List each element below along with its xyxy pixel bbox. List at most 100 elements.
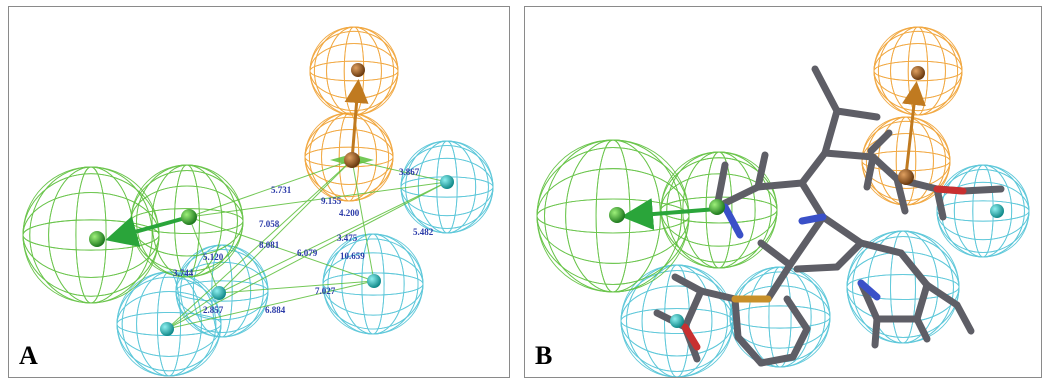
mesh-latitude <box>175 249 269 333</box>
aromatic-sphere-right <box>936 164 1030 258</box>
distance-label: 3.475 <box>337 233 358 243</box>
green-sphere-icon <box>181 209 197 225</box>
nitrogen-bond <box>857 279 881 301</box>
distance-line <box>188 159 353 218</box>
bond <box>953 301 975 335</box>
orange-sphere-icon <box>898 169 914 185</box>
cyan-sphere-icon <box>440 175 454 189</box>
distance-line <box>351 159 375 282</box>
distance-line <box>166 292 220 330</box>
panel-a: 5.731 9.155 7.058 4.200 3.867 3.475 8.081 6.079… <box>8 6 510 378</box>
green-sphere-icon <box>709 199 725 215</box>
orange-sphere-icon <box>344 152 360 168</box>
mesh-longitude <box>878 116 934 206</box>
bond <box>681 287 705 331</box>
bond <box>871 315 881 349</box>
bond <box>754 179 806 191</box>
bond <box>857 239 905 257</box>
mesh-longitude <box>308 112 390 202</box>
distance-label: 5.731 <box>271 185 292 195</box>
bond <box>933 185 947 221</box>
bond <box>731 295 742 341</box>
distance-label: 4.200 <box>339 208 360 218</box>
hydrophobic-sphere-left <box>536 139 690 293</box>
mesh-latitude <box>873 30 963 112</box>
mesh-longitude <box>29 166 153 304</box>
orange-sphere-icon <box>351 63 365 77</box>
mesh-longitude <box>405 140 489 234</box>
bond <box>798 149 829 187</box>
mesh-longitude <box>626 264 728 377</box>
bond <box>764 261 794 303</box>
distance-label: 8.081 <box>259 240 280 250</box>
mesh-latitude <box>309 30 399 112</box>
mesh-longitude <box>852 230 954 344</box>
ligand-overlay-diagram <box>536 26 1030 377</box>
mesh-latitude <box>846 236 960 338</box>
distance-line <box>218 181 448 294</box>
bond <box>821 107 841 157</box>
mesh-longitude <box>313 26 395 116</box>
bond <box>786 213 827 269</box>
bond <box>893 175 909 215</box>
acceptor-vector-arrow <box>902 81 926 176</box>
mesh-longitude <box>877 26 959 116</box>
mesh-longitude <box>666 151 772 269</box>
bond <box>833 239 865 271</box>
bond <box>869 153 901 183</box>
cyan-sphere-icon <box>212 286 226 300</box>
bond <box>863 153 877 191</box>
mesh-longitude <box>544 139 682 293</box>
distance-line <box>188 216 375 282</box>
mesh-outline <box>936 164 1030 258</box>
distance-label: 5.482 <box>413 227 434 237</box>
distance-label: 6.079 <box>297 248 318 258</box>
bond <box>697 287 739 303</box>
nitrogen-bond <box>721 203 744 239</box>
heteroatom-bonds <box>681 185 967 351</box>
cyan-sphere-icon <box>367 274 381 288</box>
bond <box>913 281 931 323</box>
distance-line <box>166 280 375 330</box>
distance-lines <box>166 159 448 330</box>
bond <box>793 263 841 273</box>
hydrophobic-sphere-left <box>22 166 160 304</box>
distance-line <box>166 181 448 330</box>
bond <box>923 281 961 309</box>
bond <box>959 185 1005 195</box>
mesh-latitude <box>620 270 734 372</box>
mesh-latitude <box>536 147 690 285</box>
distance-line <box>166 159 353 330</box>
mesh-latitude <box>116 276 222 372</box>
bond <box>833 107 881 121</box>
distance-label: 5.120 <box>203 252 224 262</box>
mesh-longitude <box>327 233 419 335</box>
bond <box>757 239 794 269</box>
cyan-sphere-icon <box>990 204 1004 218</box>
mesh-latitude <box>304 116 394 198</box>
cyan-sphere-icon <box>160 322 174 336</box>
distance-line <box>188 216 220 294</box>
bond <box>913 315 931 343</box>
distance-line <box>218 280 375 294</box>
pharmacophore-model-diagram: 5.731 9.155 7.058 4.200 3.867 3.475 8.081 6.079… <box>22 26 494 377</box>
bond <box>897 249 931 289</box>
aromatic-sphere-bottom-left <box>116 271 222 377</box>
bond <box>783 295 811 333</box>
oxygen-bond <box>681 323 701 351</box>
distance-label: 3.744 <box>173 268 194 278</box>
green-sphere-icon <box>609 207 625 223</box>
hydrophobic-vector-arrow <box>621 198 718 231</box>
distance-label: 3.867 <box>399 167 420 177</box>
distance-label: 7.058 <box>259 219 280 229</box>
mesh-latitude <box>22 173 160 297</box>
distance-label: 2.857 <box>203 305 224 315</box>
nitrogen-bond <box>798 213 827 225</box>
acceptor-projection-sphere <box>873 26 963 116</box>
hydrophobic-vector-arrow <box>105 215 190 248</box>
bond <box>734 333 765 367</box>
mesh-latitude <box>936 200 1030 222</box>
mesh-latitude <box>729 305 831 329</box>
panel-b: B <box>524 6 1042 378</box>
bond <box>811 65 841 115</box>
